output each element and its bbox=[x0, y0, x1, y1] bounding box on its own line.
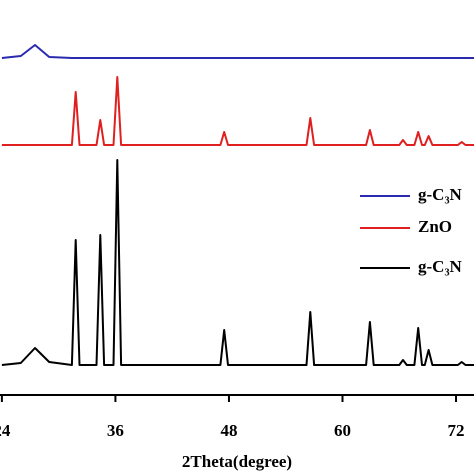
x-tick-label: 72 bbox=[448, 421, 465, 440]
legend-label: ZnO bbox=[418, 217, 452, 236]
x-tick-label: 48 bbox=[220, 421, 237, 440]
legend-label: g-C₃N bbox=[418, 185, 463, 204]
x-axis-title: 2Theta(degree) bbox=[182, 452, 292, 471]
x-tick-label: 24 bbox=[0, 421, 11, 440]
x-tick-label: 36 bbox=[107, 421, 124, 440]
legend-label: g-C₃N bbox=[418, 257, 463, 276]
series-line bbox=[1, 76, 474, 146]
series-line bbox=[1, 44, 474, 59]
x-tick-label: 60 bbox=[334, 421, 351, 440]
series-line bbox=[1, 159, 474, 366]
